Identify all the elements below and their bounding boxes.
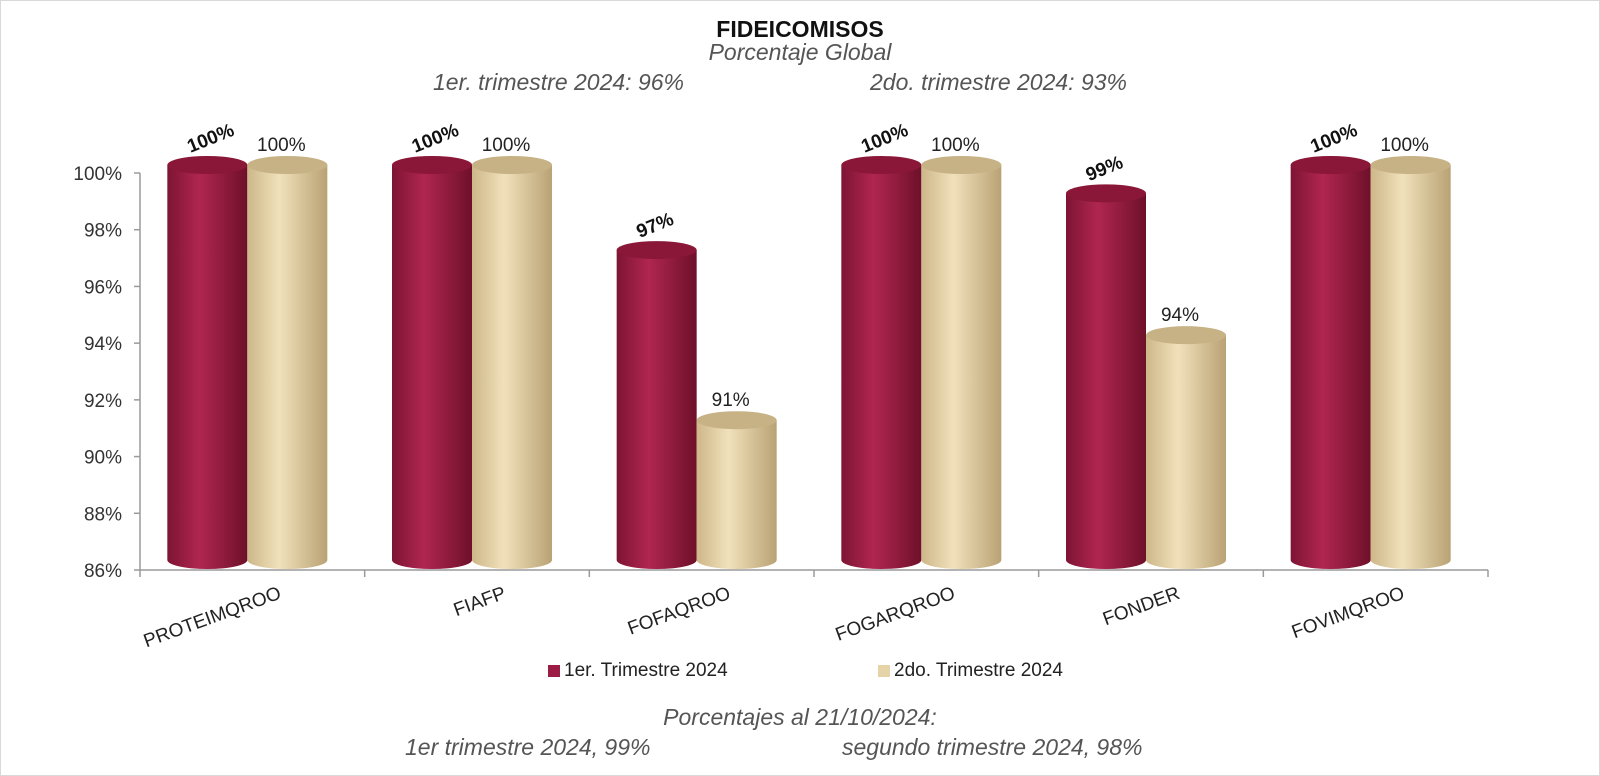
bar-top-q1: [392, 156, 472, 174]
footnote-second-quarter: segundo trimestre 2024, 98%: [842, 734, 1143, 760]
x-category-label: FOFAQROO: [625, 583, 733, 640]
data-label-q1: 97%: [634, 209, 677, 243]
bar-q1: [1066, 193, 1146, 569]
bar-q2: [472, 165, 552, 569]
bar-top-q2: [921, 156, 1002, 174]
bar-top-q1: [1066, 184, 1146, 203]
y-tick-label: 88%: [84, 504, 122, 525]
data-label-q1: 100%: [409, 120, 462, 158]
x-category-label: FONDER: [1100, 583, 1183, 630]
bar-q1: [841, 165, 922, 569]
bar-q1: [392, 165, 472, 569]
footnote-first-quarter: 1er trimestre 2024, 99%: [405, 734, 651, 760]
legend-item-first-quarter: 1er. Trimestre 2024: [548, 660, 728, 682]
bar-top-q1: [841, 156, 922, 174]
bar-q2: [1370, 165, 1451, 569]
bar-q1: [167, 165, 248, 569]
y-tick-label: 98%: [84, 221, 122, 242]
y-tick-label: 100%: [73, 164, 122, 185]
bar-top-q2: [1146, 326, 1226, 345]
bar-top-q2: [472, 156, 552, 174]
data-label-q1: 99%: [1083, 152, 1126, 186]
bar-q2: [696, 420, 777, 569]
bar-top-q1: [167, 156, 248, 174]
summary-first-quarter: 1er. trimestre 2024: 96%: [433, 69, 684, 95]
x-category-label: FOGARQROO: [833, 583, 958, 646]
x-category-label: FOVIMQROO: [1289, 583, 1407, 643]
y-tick-label: 92%: [84, 391, 122, 412]
legend-swatch-second-quarter: [878, 665, 890, 677]
y-tick-label: 90%: [84, 448, 122, 469]
chart-title: FIDEICOMISOS: [716, 16, 884, 42]
data-label-q1: 100%: [858, 120, 911, 158]
data-label-q2: 100%: [1380, 135, 1429, 156]
bar-top-q1: [1290, 156, 1371, 174]
bar-top-q2: [696, 411, 777, 430]
legend-label-first-quarter: 1er. Trimestre 2024: [564, 660, 728, 681]
bar-top-q1: [616, 241, 697, 260]
data-label-q2: 100%: [257, 135, 306, 156]
y-tick-label: 86%: [84, 561, 122, 582]
bar-q1: [616, 250, 697, 570]
legend-label-second-quarter: 2do. Trimestre 2024: [894, 660, 1063, 681]
y-tick-label: 94%: [84, 334, 122, 355]
data-label-q2: 94%: [1161, 305, 1199, 326]
bar-q1: [1290, 165, 1371, 569]
legend-swatch-first-quarter: [548, 665, 560, 677]
data-label-q2: 100%: [931, 135, 980, 156]
y-tick-label: 96%: [84, 277, 122, 298]
footnote-date: Porcentajes al 21/10/2024:: [663, 704, 937, 730]
data-label-q2: 100%: [482, 135, 531, 156]
bar-q2: [1146, 335, 1226, 569]
bar-top-q2: [1370, 156, 1451, 174]
x-category-label: PROTEIMQROO: [141, 583, 284, 652]
x-category-label: FIAFP: [451, 583, 509, 621]
bar-q2: [247, 165, 328, 569]
chart-subtitle: Porcentaje Global: [708, 39, 892, 65]
legend-item-second-quarter: 2do. Trimestre 2024: [878, 660, 1063, 682]
data-label-q2: 91%: [712, 390, 750, 411]
summary-second-quarter: 2do. trimestre 2024: 93%: [870, 69, 1127, 95]
data-label-q1: 100%: [184, 120, 237, 158]
data-label-q1: 100%: [1308, 120, 1361, 158]
bar-top-q2: [247, 156, 328, 174]
bar-q2: [921, 165, 1002, 569]
